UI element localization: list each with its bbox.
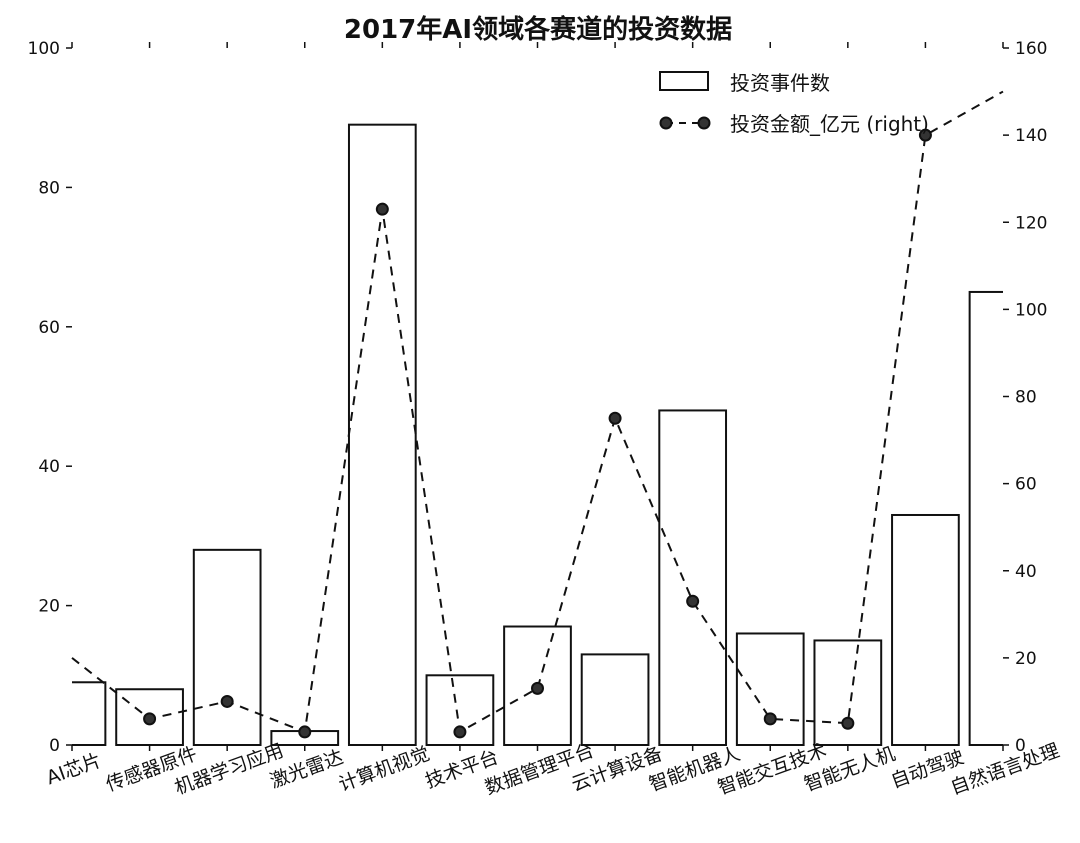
legend-bar-label: 投资事件数 — [730, 71, 830, 95]
left-tick-label-2: 40 — [38, 457, 60, 477]
bar-9 — [735, 632, 805, 746]
point-6 — [531, 681, 544, 695]
amount-line-group — [71, 90, 1004, 739]
left-tick-label-4: 80 — [38, 178, 60, 198]
right-tick-label-2: 40 — [1015, 562, 1037, 582]
point-5 — [453, 725, 467, 739]
legend-marker-left — [659, 116, 673, 130]
right-tick-label-5: 100 — [1015, 300, 1047, 320]
legend: 投资事件数 投资金额_亿元 (right) — [659, 71, 929, 136]
right-tick-label-0: 0 — [1015, 736, 1026, 756]
right-tick-label-1: 20 — [1015, 649, 1037, 669]
right-tick-label-7: 140 — [1015, 126, 1047, 146]
category-label-12: 自然语言处理 — [948, 740, 1063, 800]
bar-7 — [580, 653, 650, 747]
right-axis-ticks: 0 20 40 60 80 100 120 140 160 — [1003, 39, 1047, 756]
legend-bar-swatch — [659, 71, 709, 91]
bars-clipped — [72, 123, 1003, 747]
point-1 — [143, 712, 157, 726]
legend-line-label: 投资金额_亿元 (right) — [730, 112, 929, 136]
category-label-4: 计算机视觉 — [336, 743, 433, 796]
bar-8 — [658, 409, 728, 746]
right-tick-label-6: 120 — [1015, 213, 1047, 233]
bar-2 — [192, 548, 262, 747]
chart-title: 2017年AI领域各赛道的投资数据 — [344, 14, 732, 45]
bar-4 — [347, 123, 417, 747]
left-axis-ticks: 0 20 40 60 80 100 — [28, 39, 72, 756]
left-tick-label-1: 20 — [38, 597, 60, 617]
point-10 — [841, 716, 855, 730]
legend-marker-right — [697, 116, 711, 130]
right-tick-label-8: 160 — [1015, 39, 1047, 59]
point-9 — [763, 712, 777, 726]
left-tick-label-5: 100 — [28, 39, 60, 59]
point-3 — [298, 725, 312, 739]
point-11 — [918, 128, 932, 142]
left-tick-label-3: 60 — [38, 318, 60, 338]
point-2 — [220, 694, 234, 708]
point-4 — [375, 202, 389, 216]
right-tick-label-4: 80 — [1015, 388, 1037, 408]
bars-group — [72, 123, 1003, 747]
bar-11 — [891, 513, 960, 746]
point-8 — [686, 594, 700, 608]
left-tick-label-0: 0 — [49, 736, 60, 756]
bar-0 — [72, 681, 107, 747]
point-7 — [608, 411, 622, 425]
bar-12 — [968, 290, 1003, 746]
right-tick-label-3: 60 — [1015, 475, 1037, 495]
